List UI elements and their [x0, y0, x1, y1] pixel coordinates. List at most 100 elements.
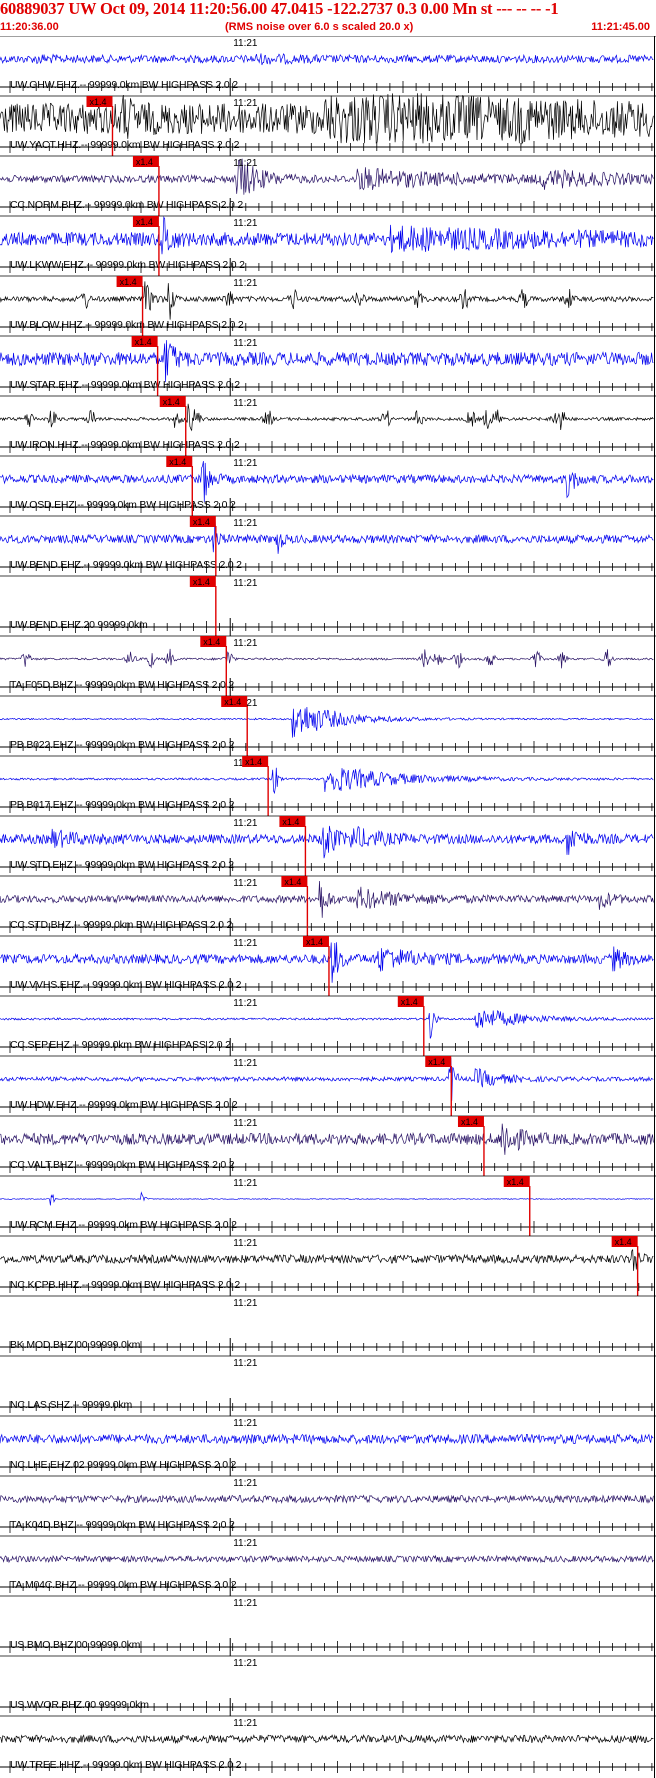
- channel-label: TA.M04C.BHZ.-- 99999.0km BW HIGHPASS 2.0…: [10, 1579, 237, 1591]
- minute-label: 11:21: [233, 1478, 258, 1489]
- pick-flag: [189, 576, 216, 587]
- trace-panel: 11:21 UW.VVHS.EHZ.-- 99999.0km BW HIGHPAS…: [0, 935, 656, 996]
- waveform: [0, 340, 654, 383]
- trace-panel: 11:21 CC.NORM.BHZ.-- 99999.0km BW HIGHPAS…: [0, 155, 656, 216]
- trace-panel: 11:21 NC.LAS.SHZ.-- 99999.0km: [0, 1355, 656, 1416]
- minute-label: 11:21: [233, 1538, 258, 1549]
- channel-label: UW.BEND.EHZ.-- 99999.0km BW HIGHPASS 2.0…: [10, 559, 242, 571]
- pick-flag: [131, 336, 158, 347]
- waveform: [0, 1057, 654, 1101]
- pick-label: x1.4: [193, 517, 210, 527]
- pick-flag: [457, 1116, 484, 1127]
- trace-panel: 11:21 NC.KCPB.HHZ.-- 99999.0km BW HIGHPAS…: [0, 1235, 656, 1296]
- channel-label: UW.RCM.EHZ.-- 99999.0km BW HIGHPASS 2.0 …: [10, 1219, 237, 1231]
- trace-panel: 11:21 TA.M04C.BHZ.-- 99999.0km BW HIGHPAS…: [0, 1535, 656, 1596]
- end-time: 11:21:45.00: [591, 21, 650, 33]
- minute-label: 11:21: [233, 1718, 258, 1729]
- channel-label: NC.KCPB.HHZ.-- 99999.0km BW HIGHPASS 2.0…: [10, 1279, 240, 1291]
- trace-panel: 11:21 UW.RCM.EHZ.-- 99999.0km BW HIGHPASS…: [0, 1175, 656, 1236]
- trace-panel: 11:21PB.B022.EHZ.-- 99999.0km BW HIGHPAS…: [0, 695, 656, 756]
- pick-label: x1.4: [282, 817, 299, 827]
- waveform: [0, 1734, 654, 1745]
- waveform: [0, 825, 654, 859]
- pick-label: x1.4: [306, 937, 323, 947]
- pick-label: x1.4: [224, 697, 241, 707]
- channel-label: BK.MOD.BHZ.00 99999.0km: [10, 1339, 141, 1351]
- pick-flag: [189, 516, 216, 527]
- plot-header: 60889037 UW Oct 09, 2014 11:20:56.00 47.…: [0, 0, 656, 36]
- channel-label: CC.NORM.BHZ.-- 99999.0km BW HIGHPASS 2.0…: [10, 199, 243, 211]
- channel-label: UW.IRON.HHZ.-- 99999.0km BW HIGHPASS 2.0…: [10, 439, 240, 451]
- minute-label: 11:21: [233, 1298, 258, 1309]
- pick-flag: [302, 936, 329, 947]
- trace-panel: 11:21 UW.TREE.HHZ.-- 99999.0km BW HIGHPAS…: [0, 1715, 656, 1776]
- trace-panel: 11:21 UW.OSD.EHZ.-- 99999.0km BW HIGHPASS…: [0, 455, 656, 516]
- pick-flag: [86, 96, 113, 107]
- pick-label: x1.4: [193, 577, 210, 587]
- channel-label: PB.B022.EHZ.-- 99999.0km BW HIGHPASS 2.0…: [10, 739, 235, 751]
- pick-flag: [116, 276, 143, 287]
- pick-flag: [132, 216, 159, 227]
- channel-label: US.BMO.BHZ.00 99999.0km: [10, 1639, 141, 1651]
- waveform: [0, 1123, 654, 1155]
- waveform: [0, 880, 654, 918]
- trace-panel: 11:21 UW.BLOW.HHZ.-- 99999.0km BW HIGHPAS…: [0, 275, 656, 336]
- trace-panel: 11:21 UW.GHW.EHZ.-- 99999.0km BW HIGHPASS…: [0, 36, 656, 96]
- channel-label: UW.TREE.HHZ.-- 99999.0km BW HIGHPASS 2.0…: [10, 1759, 242, 1771]
- minute-label: 11:21: [233, 458, 258, 469]
- waveform: [0, 461, 654, 503]
- minute-label: 11:21: [233, 278, 258, 289]
- waveform: [0, 281, 654, 320]
- pick-label: x1.4: [169, 457, 186, 467]
- pick-flag: [132, 156, 159, 167]
- pick-label: x1.4: [135, 337, 152, 347]
- waveform: [0, 1009, 654, 1039]
- event-title: 60889037 UW Oct 09, 2014 11:20:56.00 47.…: [0, 0, 559, 18]
- trace-panel: 11:21 UW.LKWW.EHZ.-- 99999.0km BW HIGHPAS…: [0, 215, 656, 276]
- trace-panel: 11:21 NC.LHE.EHZ.02 99999.0km BW HIGHPASS…: [0, 1415, 656, 1476]
- minute-label: 11:21: [233, 1238, 258, 1249]
- channel-label: TA.K04D.BHZ.-- 99999.0km BW HIGHPASS 2.0…: [10, 1519, 235, 1531]
- minute-label: 11:21: [233, 1118, 258, 1129]
- waveform: [0, 53, 654, 66]
- pick-label: x1.4: [136, 217, 153, 227]
- pick-flag: [503, 1176, 530, 1187]
- trace-panel: 11:21 UW.BEND.EHZ.-- 99999.0km BW HIGHPAS…: [0, 515, 656, 576]
- minute-label: 11:21: [233, 878, 258, 889]
- channel-label: NC.LHE.EHZ.02 99999.0km BW HIGHPASS 2.0 …: [10, 1459, 237, 1471]
- minute-label: 11:21: [233, 38, 258, 49]
- channel-label: CC.STD.BHZ.-- 99999.0km BW HIGHPASS 2.0 …: [10, 919, 232, 931]
- minute-label: 11:21: [233, 518, 258, 529]
- waveform: [0, 1494, 654, 1504]
- pick-label: x1.4: [461, 1117, 478, 1127]
- pick-flag: [200, 636, 227, 647]
- minute-label: 11:21: [233, 1658, 258, 1669]
- channel-label: PB.B017.EHZ.-- 99999.0km BW HIGHPASS 2.0…: [10, 799, 235, 811]
- channel-label: UW.HDW.EHZ.-- 99999.0km BW HIGHPASS 2.0 …: [10, 1099, 238, 1111]
- channel-label: UW.VVHS.EHZ.-- 99999.0km BW HIGHPASS 2.0…: [10, 979, 242, 991]
- minute-label: 11:21: [233, 998, 258, 1009]
- minute-label: 11:21: [233, 818, 258, 829]
- channel-label: UW.BLOW.HHZ.-- 99999.0km BW HIGHPASS 2.0…: [10, 319, 244, 331]
- trace-panel: 11:21 UW.HDW.EHZ.-- 99999.0km BW HIGHPASS…: [0, 1055, 656, 1116]
- trace-panel: 11:21 BK.MOD.BHZ.00 99999.0km: [0, 1295, 656, 1356]
- trace-panel: 11:21 UW.STAR.EHZ.-- 99999.0km BW HIGHPAS…: [0, 335, 656, 396]
- seismogram-plot: 11:21 UW.GHW.EHZ.-- 99999.0km BW HIGHPASS…: [0, 36, 656, 1778]
- trace-panel: 11:21 TA.F05D.BHZ.-- 99999.0km BW HIGHPAS…: [0, 635, 656, 696]
- minute-label: 11:21: [233, 938, 258, 949]
- minute-label: 11:21: [233, 638, 258, 649]
- trace-panel: 11:21 CC.SEP.EHZ.-- 99999.0km BW HIGHPASS…: [0, 995, 656, 1056]
- waveform: [0, 1554, 654, 1564]
- start-time: 11:20:36.00: [0, 21, 59, 33]
- pick-flag: [242, 756, 269, 767]
- pick-flag: [425, 1056, 452, 1067]
- waveform: [0, 1433, 654, 1445]
- channel-label: UW.OSD.EHZ.-- 99999.0km BW HIGHPASS 2.0 …: [10, 499, 236, 511]
- channel-label: UW.YACT.HHZ.-- 99999.0km BW HIGHPASS 2.0…: [10, 139, 240, 151]
- channel-label: UW.STD.EHZ.-- 99999.0km BW HIGHPASS 2.0 …: [10, 859, 234, 871]
- waveform: [0, 706, 654, 738]
- channel-label: UW.GHW.EHZ.-- 99999.0km BW HIGHPASS 2.0 …: [10, 79, 238, 91]
- waveform: [0, 403, 654, 432]
- pick-flag: [281, 876, 308, 887]
- trace-panel: 11:21 UW.STD.EHZ.-- 99999.0km BW HIGHPASS…: [0, 815, 656, 876]
